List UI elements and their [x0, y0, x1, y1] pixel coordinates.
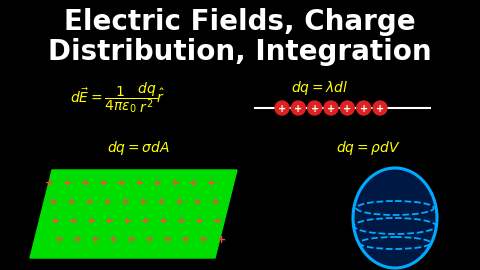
Text: +: +: [84, 197, 94, 207]
Text: +: +: [108, 235, 118, 245]
Text: +: +: [192, 197, 202, 207]
Text: +: +: [126, 235, 136, 245]
Text: +: +: [90, 235, 100, 245]
Text: +: +: [54, 235, 64, 245]
Text: +: +: [216, 235, 226, 245]
Text: +: +: [142, 216, 151, 226]
Text: +: +: [123, 216, 132, 226]
Text: +: +: [195, 216, 204, 226]
Text: +: +: [214, 216, 223, 226]
Text: +: +: [106, 216, 115, 226]
Text: Electric Fields, Charge: Electric Fields, Charge: [64, 8, 416, 36]
Text: +: +: [207, 178, 216, 188]
Text: +: +: [311, 103, 319, 113]
Text: +: +: [70, 216, 79, 226]
Text: +: +: [72, 235, 82, 245]
Text: +: +: [138, 197, 148, 207]
Text: +: +: [102, 197, 112, 207]
Text: +: +: [120, 197, 130, 207]
Text: +: +: [63, 178, 72, 188]
Text: +: +: [118, 178, 127, 188]
Text: +: +: [278, 103, 286, 113]
Text: +: +: [144, 235, 154, 245]
Text: +: +: [376, 103, 384, 113]
Circle shape: [373, 101, 387, 115]
Circle shape: [308, 101, 322, 115]
Text: +: +: [343, 103, 351, 113]
Text: +: +: [190, 178, 199, 188]
Text: $dq = \sigma dA$: $dq = \sigma dA$: [107, 139, 169, 157]
Text: +: +: [51, 216, 60, 226]
Circle shape: [357, 101, 371, 115]
Circle shape: [340, 101, 354, 115]
Text: +: +: [174, 197, 184, 207]
Text: +: +: [87, 216, 96, 226]
Text: +: +: [156, 197, 166, 207]
Text: +: +: [82, 178, 91, 188]
Text: $dq = \lambda dl$: $dq = \lambda dl$: [291, 79, 349, 97]
Text: +: +: [171, 178, 180, 188]
Ellipse shape: [353, 168, 437, 268]
Text: $dq = \rho dV$: $dq = \rho dV$: [336, 139, 400, 157]
Text: +: +: [99, 178, 108, 188]
Polygon shape: [30, 170, 237, 258]
Text: +: +: [162, 235, 172, 245]
Text: +: +: [178, 216, 187, 226]
Text: +: +: [198, 235, 208, 245]
Text: +: +: [48, 197, 58, 207]
Text: +: +: [210, 197, 220, 207]
Circle shape: [275, 101, 289, 115]
Text: +: +: [66, 197, 76, 207]
Text: +: +: [46, 178, 55, 188]
Circle shape: [324, 101, 338, 115]
Text: +: +: [294, 103, 302, 113]
Text: +: +: [159, 216, 168, 226]
Text: Distribution, Integration: Distribution, Integration: [48, 38, 432, 66]
Text: +: +: [327, 103, 335, 113]
Text: $d\vec{E} = \dfrac{1}{4\pi\varepsilon_0}\dfrac{dq}{r^2}\hat{r}$: $d\vec{E} = \dfrac{1}{4\pi\varepsilon_0}…: [70, 80, 166, 116]
Text: +: +: [360, 103, 368, 113]
Circle shape: [291, 101, 305, 115]
Text: +: +: [154, 178, 163, 188]
Text: +: +: [180, 235, 190, 245]
Text: +: +: [135, 178, 144, 188]
